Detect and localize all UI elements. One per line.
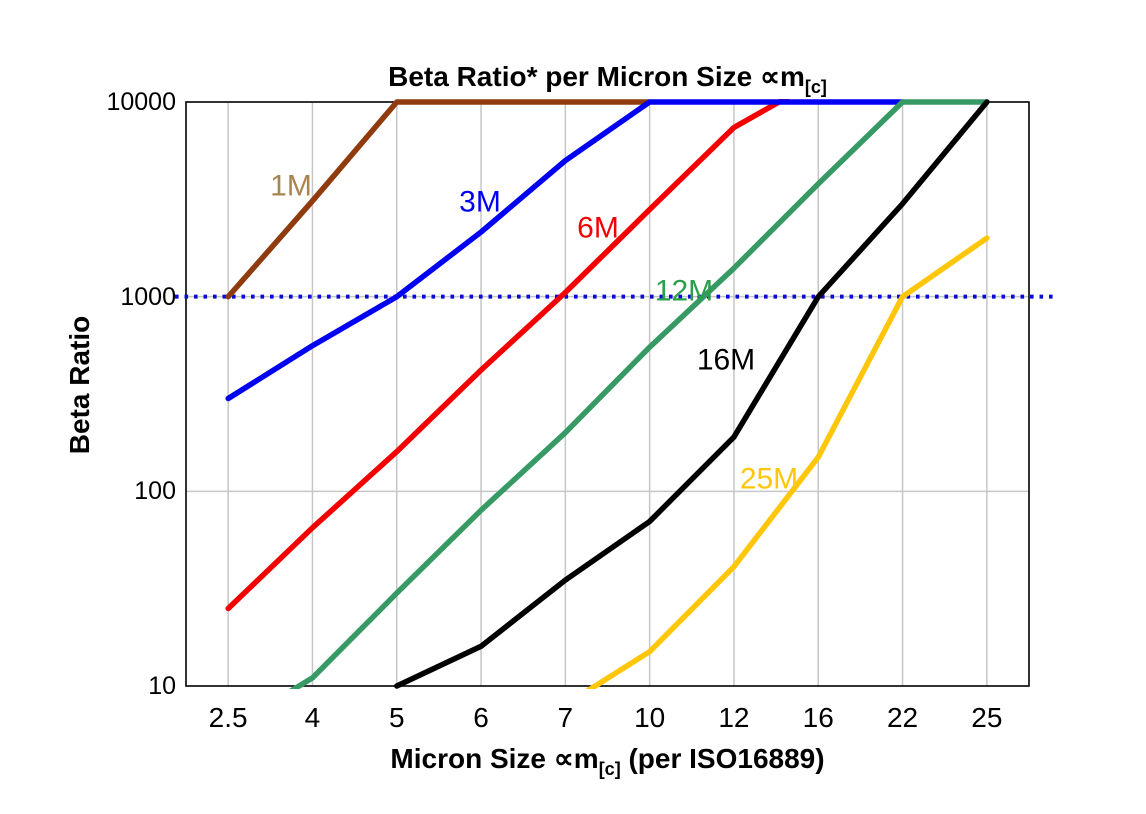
x-axis-title-post: (per ISO16889) [620, 743, 825, 774]
x-axis-title: Micron Size ∝m[c] (per ISO16889) [186, 742, 1029, 779]
y-tick-1000: 1000 [120, 282, 176, 311]
x-tick-22: 22 [886, 702, 919, 733]
series-label-16M: 16M [697, 344, 755, 377]
x-axis-title-pre: Micron Size ∝m [390, 743, 599, 774]
series-line-25M [585, 235, 990, 689]
x-tick-25: 25 [971, 702, 1003, 733]
series-line-1M [225, 99, 653, 300]
x-tick-5: 5 [388, 702, 405, 733]
series-label-25M: 25M [740, 463, 798, 496]
x-tick-2.5: 2.5 [208, 702, 248, 733]
y-tick-10000: 10000 [106, 88, 176, 116]
x-axis-title-subscript: [c] [598, 759, 621, 779]
x-tick-6: 6 [473, 702, 489, 733]
series-label-3M: 3M [459, 186, 501, 219]
x-tick-16: 16 [802, 702, 834, 733]
x-tick-4: 4 [304, 702, 321, 733]
series-line-6M [225, 99, 790, 612]
chart-title-subscript: [c] [804, 77, 827, 97]
x-tick-12: 12 [718, 702, 750, 733]
series-line-12M [288, 99, 990, 689]
y-tick-100: 100 [134, 477, 176, 506]
series-line-16M [394, 99, 990, 689]
series-label-1M: 1M [270, 170, 312, 203]
series-label-12M: 12M [655, 275, 713, 308]
x-tick-7: 7 [557, 702, 574, 733]
series-lines [225, 99, 990, 689]
series-label-6M: 6M [577, 212, 619, 245]
chart-title: Beta Ratio* per Micron Size ∝m[c] [186, 60, 1029, 97]
chart-title-main: Beta Ratio* per Micron Size ∝m [388, 61, 805, 92]
x-tick-10: 10 [634, 702, 666, 733]
y-tick-10: 10 [148, 672, 176, 700]
series-line-3M [225, 99, 906, 402]
